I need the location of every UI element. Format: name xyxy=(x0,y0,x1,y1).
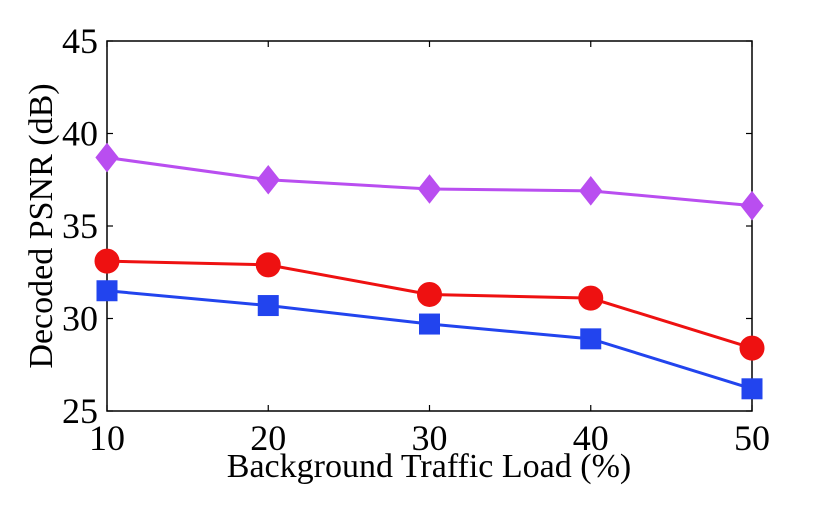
x-tick-label: 40 xyxy=(573,418,609,458)
x-tick-label: 30 xyxy=(412,418,448,458)
diamond-marker xyxy=(256,164,280,195)
circle-marker xyxy=(578,285,604,311)
diamond-marker xyxy=(95,142,119,173)
series-layer xyxy=(94,142,765,400)
x-tick-label: 10 xyxy=(89,418,125,458)
diamond-marker xyxy=(579,176,603,206)
y-tick-label: 30 xyxy=(62,299,98,339)
y-tick-label: 45 xyxy=(62,21,98,61)
square-marker xyxy=(741,378,763,400)
y-tick-label: 25 xyxy=(62,391,98,431)
circle-marker xyxy=(255,252,281,278)
circle-series xyxy=(94,248,765,361)
x-tick-label: 20 xyxy=(250,418,286,458)
circle-marker xyxy=(739,335,765,361)
diamond-marker xyxy=(740,190,764,221)
x-tick-labels: 10 20 30 40 50 xyxy=(89,418,770,458)
circle-marker xyxy=(417,281,442,307)
axis-ticks xyxy=(106,40,753,412)
square-series xyxy=(96,280,763,400)
square-marker xyxy=(419,313,440,335)
diamond-marker xyxy=(417,174,442,204)
y-tick-labels: 25 30 35 40 45 xyxy=(62,21,98,431)
square-marker xyxy=(257,295,279,317)
plot-frame xyxy=(106,40,753,412)
y-tick-label: 35 xyxy=(62,206,98,246)
square-marker xyxy=(96,280,118,302)
x-tick-label: 50 xyxy=(734,418,770,458)
x-axis-title: Background Traffic Load (%) xyxy=(227,448,631,485)
y-axis-title: Decoded PSNR (dB) xyxy=(23,83,60,368)
diamond-series xyxy=(95,142,764,221)
square-marker xyxy=(580,328,602,350)
y-tick-label: 40 xyxy=(62,114,98,154)
circle-marker xyxy=(94,248,120,274)
